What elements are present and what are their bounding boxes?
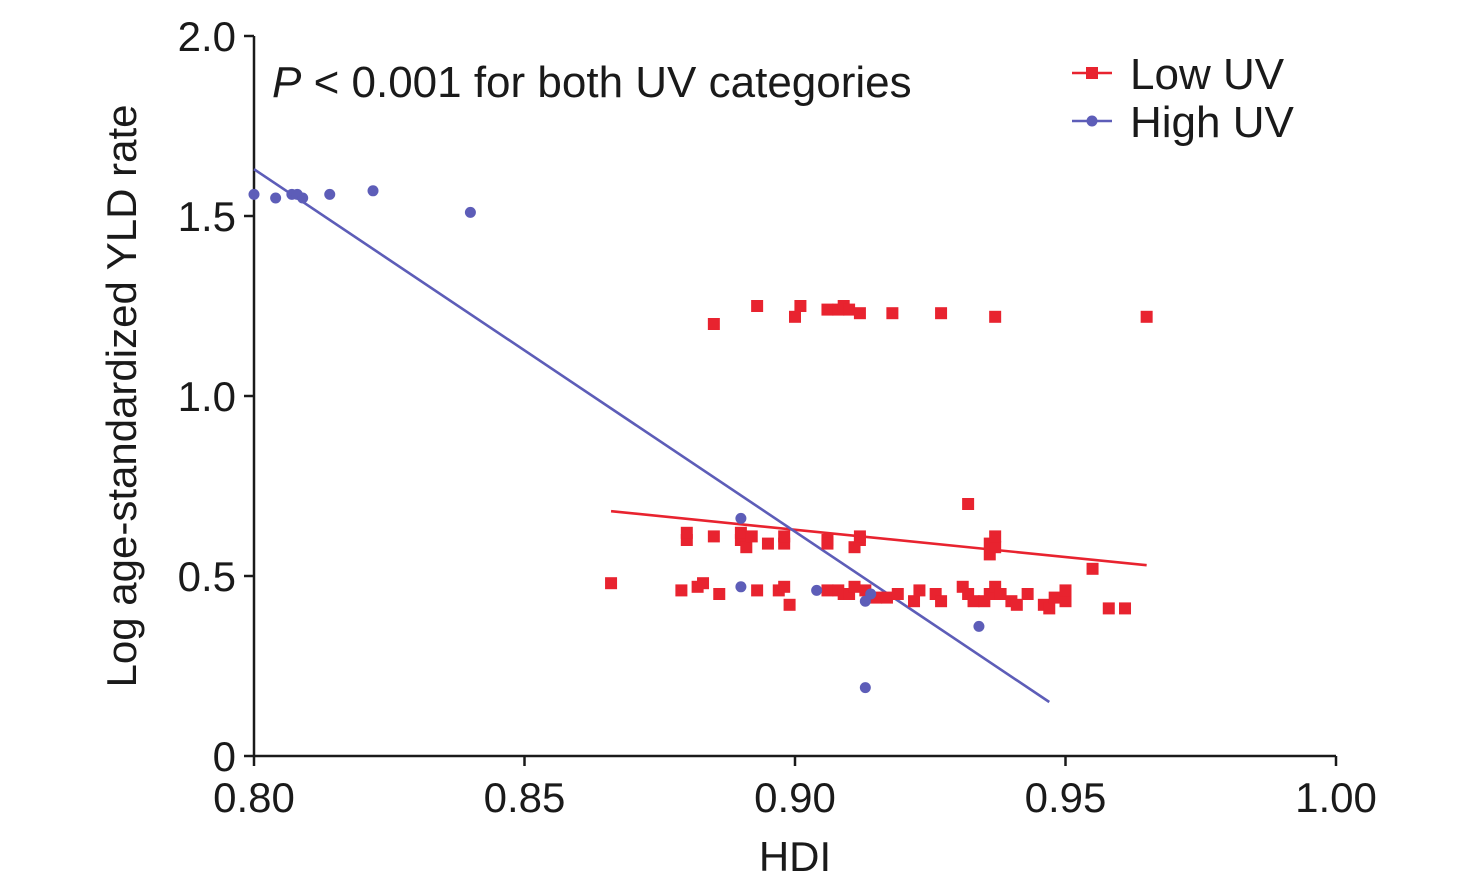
- data-points: [248, 185, 1153, 694]
- fit-line-high-uv: [253, 168, 1050, 704]
- y-tick-label-2: 1.0: [178, 373, 236, 420]
- y-tick-label-0: 0: [213, 733, 236, 780]
- y-tick-label-3: 1.5: [178, 193, 236, 240]
- legend-marker-low-uv: [1086, 67, 1098, 79]
- point-low-uv-4: [821, 303, 834, 316]
- point-low-uv-57: [740, 541, 753, 554]
- point-low-uv-49: [1059, 584, 1072, 597]
- x-tick-label-4: 1.00: [1295, 774, 1377, 821]
- point-low-uv-48: [1059, 595, 1072, 608]
- point-low-uv-46: [1043, 602, 1056, 615]
- legend-label-high-uv: High UV: [1130, 98, 1294, 147]
- y-axis-title: Log age-standardized YLD rate: [98, 105, 145, 688]
- annotation-text: < 0.001 for both UV categories: [301, 58, 911, 107]
- point-low-uv-51: [1119, 602, 1132, 615]
- x-tick-label-2: 0.90: [754, 774, 836, 821]
- point-low-uv-20: [778, 580, 791, 593]
- point-low-uv-43: [1010, 598, 1023, 611]
- point-low-uv-63: [821, 537, 834, 550]
- point-low-uv-18: [751, 584, 764, 597]
- point-high-uv-12: [865, 588, 877, 600]
- point-high-uv-0: [248, 188, 260, 200]
- point-low-uv-16: [697, 577, 710, 590]
- point-low-uv-53: [680, 526, 693, 539]
- point-low-uv-26: [848, 580, 861, 593]
- point-low-uv-0: [707, 318, 720, 330]
- point-low-uv-8: [853, 307, 866, 320]
- point-low-uv-32: [913, 584, 926, 597]
- point-low-uv-14: [675, 584, 688, 597]
- point-low-uv-17: [713, 588, 726, 600]
- regression-lines: [253, 168, 1147, 704]
- point-high-uv-10: [811, 584, 823, 596]
- x-tick-label-3: 0.95: [1025, 774, 1107, 821]
- point-low-uv-9: [886, 307, 899, 320]
- point-low-uv-22: [821, 584, 834, 597]
- legend-label-low-uv: Low UV: [1130, 50, 1285, 99]
- point-low-uv-70: [989, 541, 1002, 554]
- point-low-uv-30: [891, 588, 904, 600]
- point-low-uv-66: [853, 530, 866, 543]
- point-low-uv-29: [880, 591, 893, 604]
- point-high-uv-1: [270, 192, 282, 204]
- point-low-uv-56: [734, 526, 747, 539]
- y-axis-ticks: 0 0.5 1.0 1.5 2.0: [178, 13, 254, 780]
- point-low-uv-10: [935, 307, 948, 320]
- point-low-uv-34: [935, 595, 948, 608]
- point-low-uv-37: [967, 595, 980, 608]
- y-tick-label-1: 0.5: [178, 553, 236, 600]
- point-low-uv-11: [989, 310, 1002, 323]
- fit-line-low-uv: [610, 509, 1147, 567]
- point-low-uv-67: [962, 498, 975, 510]
- point-low-uv-2: [789, 310, 801, 323]
- point-low-uv-71: [989, 530, 1002, 543]
- x-axis-title: HDI: [759, 833, 831, 880]
- x-axis-ticks: 0.80 0.85 0.90 0.95 1.00: [213, 756, 1377, 821]
- point-high-uv-8: [735, 512, 747, 524]
- point-high-uv-5: [324, 188, 336, 200]
- point-low-uv-12: [1140, 310, 1153, 323]
- point-high-uv-14: [973, 620, 985, 632]
- point-high-uv-6: [367, 185, 379, 197]
- x-tick-label-1: 0.85: [484, 774, 566, 821]
- point-low-uv-3: [794, 300, 807, 312]
- point-low-uv-41: [994, 588, 1007, 600]
- legend-marker-high-uv: [1086, 115, 1098, 127]
- point-low-uv-1: [751, 300, 764, 312]
- annotation-p-symbol: P: [272, 58, 302, 107]
- point-high-uv-13: [859, 682, 871, 694]
- point-low-uv-31: [908, 595, 921, 608]
- point-low-uv-59: [761, 537, 774, 550]
- x-tick-label-0: 0.80: [213, 774, 295, 821]
- point-high-uv-9: [735, 581, 747, 593]
- point-low-uv-72: [1086, 562, 1099, 575]
- point-low-uv-21: [783, 598, 796, 611]
- point-low-uv-7: [843, 303, 856, 316]
- point-low-uv-44: [1021, 588, 1034, 600]
- point-low-uv-54: [707, 530, 720, 543]
- point-low-uv-50: [1102, 602, 1115, 615]
- significance-annotation: P < 0.001 for both UV categories: [272, 58, 912, 107]
- point-low-uv-13: [605, 577, 618, 590]
- point-low-uv-61: [778, 530, 791, 543]
- point-low-uv-58: [745, 530, 758, 543]
- point-high-uv-7: [464, 206, 476, 218]
- point-low-uv-47: [1048, 591, 1061, 604]
- point-high-uv-4: [297, 192, 309, 204]
- y-tick-label-4: 2.0: [178, 13, 236, 60]
